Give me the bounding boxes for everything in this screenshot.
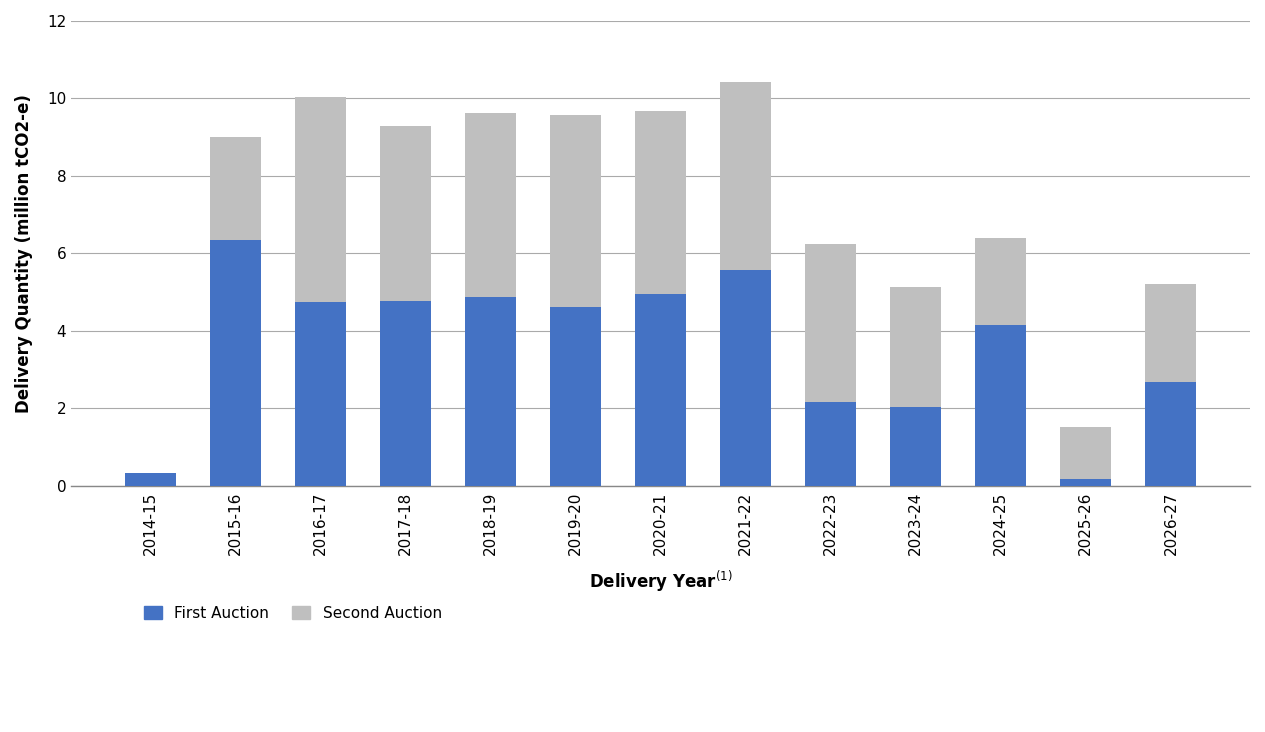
Bar	[210, 240, 261, 486]
Bar	[550, 307, 601, 486]
Legend: First Auction, Second Auction: First Auction, Second Auction	[138, 600, 448, 627]
Bar	[380, 301, 431, 486]
X-axis label: Delivery Year$^{(1)}$: Delivery Year$^{(1)}$	[588, 569, 732, 594]
Bar	[1145, 382, 1197, 486]
Bar	[124, 473, 176, 486]
Bar	[975, 325, 1026, 486]
Bar	[891, 408, 941, 486]
Bar	[550, 115, 601, 307]
Bar	[1060, 479, 1112, 486]
Bar	[380, 127, 431, 301]
Bar	[295, 97, 345, 302]
Bar	[720, 269, 772, 486]
Bar	[295, 302, 345, 486]
Bar	[210, 137, 261, 240]
Bar	[975, 238, 1026, 325]
Bar	[635, 111, 686, 294]
Bar	[891, 288, 941, 408]
Bar	[805, 244, 856, 403]
Bar	[1060, 427, 1112, 479]
Y-axis label: Delivery Quantity (million tCO2-e): Delivery Quantity (million tCO2-e)	[15, 94, 33, 413]
Bar	[635, 294, 686, 486]
Bar	[464, 296, 516, 486]
Bar	[464, 113, 516, 296]
Bar	[720, 82, 772, 269]
Bar	[805, 403, 856, 486]
Bar	[1145, 284, 1197, 382]
